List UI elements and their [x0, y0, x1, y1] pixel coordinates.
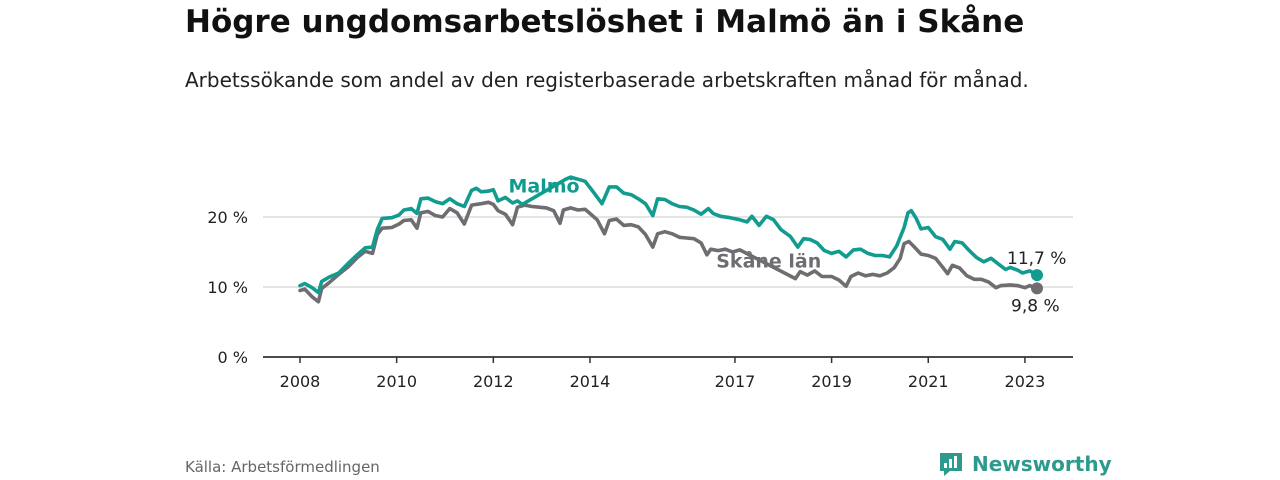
x-tick-label: 2008: [280, 372, 321, 391]
brand-logo: Newsworthy: [938, 449, 1112, 479]
skane-series-label: Skåne län: [716, 248, 821, 272]
malmo-end-value: 11,7 %: [1007, 249, 1066, 269]
x-tick-label: 2021: [908, 372, 949, 391]
skane-end-point: [1031, 282, 1043, 295]
series-labels: Malmö Skåne län 11,7 % 9,8 %: [509, 176, 1067, 317]
y-tick-label: 0 %: [218, 348, 248, 367]
chart-subtitle: Arbetssökande som andel av den registerb…: [185, 68, 1029, 92]
brand-name: Newsworthy: [972, 452, 1112, 476]
y-tick-label: 10 %: [207, 278, 248, 297]
malmo-end-point: [1031, 269, 1043, 282]
x-tick-label: 2019: [811, 372, 852, 391]
x-tick-label: 2023: [1005, 372, 1046, 391]
axes: 0 % 10 % 20 % 2008 2010 2012 2014 2017 2019 2021 2…: [207, 208, 1073, 391]
malmo-series-label: Malmö: [509, 176, 580, 198]
skane-line: [298, 200, 1039, 304]
skane-end-value: 9,8 %: [1011, 296, 1060, 316]
x-tick-label: 2014: [570, 372, 611, 391]
malmo-line: [298, 175, 1039, 295]
x-tick-label: 2012: [473, 372, 514, 391]
source-note: Källa: Arbetsförmedlingen: [185, 458, 380, 476]
series-lines: [298, 175, 1043, 304]
newsworthy-logo-icon: [940, 453, 962, 476]
y-tick-label: 20 %: [207, 208, 248, 227]
x-tick-label: 2017: [715, 372, 756, 391]
chart-title: Högre ungdomsarbetslöshet i Malmö än i S…: [185, 4, 1025, 40]
x-tick-label: 2010: [376, 372, 417, 391]
